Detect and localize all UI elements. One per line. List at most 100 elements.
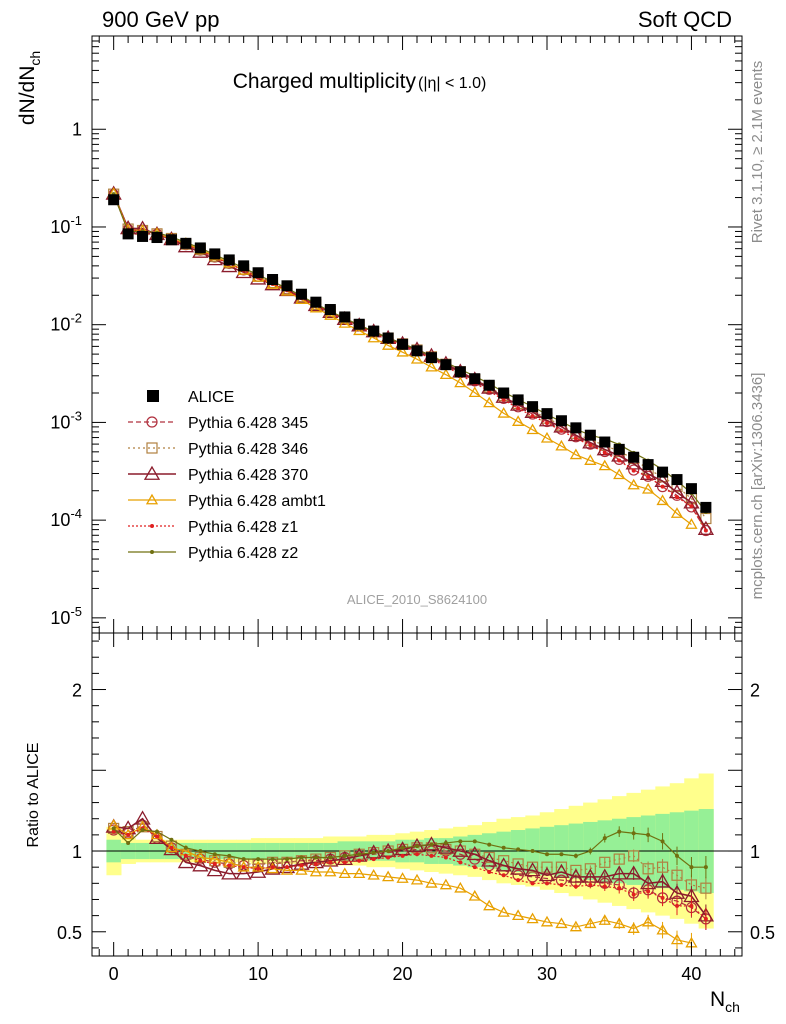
ratio-point <box>415 844 419 849</box>
ratio-point <box>328 860 333 865</box>
ratio-point <box>206 862 223 877</box>
alice-point <box>512 394 524 406</box>
ratio-point <box>140 828 145 833</box>
ratio-point <box>689 903 694 908</box>
ratio-line <box>113 827 707 920</box>
ratio-point <box>328 855 333 860</box>
alice-point <box>194 242 206 254</box>
ratio-point <box>602 884 607 889</box>
alice-point <box>339 311 351 323</box>
series-point <box>584 454 597 465</box>
ratio-point <box>703 865 708 870</box>
ratio-point <box>516 847 521 852</box>
series-point <box>627 478 640 490</box>
alice-point <box>555 415 567 427</box>
alice-point <box>267 274 279 286</box>
ratio-point <box>567 868 585 883</box>
series-point <box>526 423 539 435</box>
x-tick-label: 10 <box>248 964 268 984</box>
header-right: Soft QCD <box>638 7 732 32</box>
alice-point <box>252 267 264 279</box>
ratio-point <box>617 886 622 891</box>
series-point <box>670 507 684 518</box>
ratio-point <box>396 872 409 883</box>
header: 900 GeV pp Soft QCD <box>102 7 732 32</box>
y-tick-label-right: 0.5 <box>750 923 775 943</box>
series-point <box>468 386 481 398</box>
ratio-point <box>555 917 568 929</box>
ratio-point <box>270 865 275 870</box>
ratio-point <box>134 810 151 825</box>
alice-point <box>180 237 192 249</box>
y-tick-label-right: 2 <box>750 681 760 701</box>
alice-point <box>353 318 365 330</box>
ratio-point <box>660 895 665 900</box>
x-tick-label: 20 <box>393 964 413 984</box>
ratio-point <box>670 933 684 945</box>
y-tick-label: 10-2 <box>50 311 82 335</box>
alice-point <box>657 466 669 478</box>
ratio-point <box>439 878 453 890</box>
ratio-point <box>241 857 246 862</box>
ratio-point <box>386 849 391 854</box>
ratio-point <box>183 845 188 850</box>
ratio-point <box>472 865 477 870</box>
series-point <box>501 397 506 402</box>
ratio-point <box>177 854 195 869</box>
ratio-point <box>487 870 492 875</box>
y-tick-label: 10-3 <box>50 408 82 432</box>
ratio-point <box>251 860 265 872</box>
ratio-point <box>501 845 506 850</box>
series-point <box>631 468 636 473</box>
y-tick-label: 1 <box>72 119 82 139</box>
ratio-point <box>588 849 593 854</box>
ratio-point <box>497 906 510 917</box>
ratio-point <box>169 837 174 842</box>
ratio-point <box>357 852 362 857</box>
ratio-point <box>313 855 318 860</box>
series-point <box>483 396 496 408</box>
alice-point <box>454 366 466 378</box>
ratio-point <box>386 855 391 860</box>
x-tick-label: 30 <box>537 964 557 984</box>
plot-title-sub: (|η| < 1.0) <box>418 75 486 92</box>
ratio-point <box>443 855 448 860</box>
ratio-point <box>256 866 261 871</box>
x-tick-label: 0 <box>109 964 119 984</box>
series-point <box>588 443 593 448</box>
series-point <box>639 465 657 480</box>
ratio-point <box>126 832 131 837</box>
ratio-point <box>150 828 164 840</box>
y-tick-label-right: 1 <box>750 842 760 862</box>
ratio-point <box>285 865 289 870</box>
ratio-point <box>237 860 250 872</box>
alice-point <box>483 379 495 391</box>
ratio-point <box>617 829 622 834</box>
ratio-point <box>357 858 362 863</box>
alice-point <box>209 248 221 260</box>
y-tick-label: 1 <box>72 842 82 862</box>
ratio-point <box>309 865 323 877</box>
series-point <box>569 448 583 460</box>
series-point <box>660 484 665 489</box>
alice-point <box>469 373 481 385</box>
legend-label: Pythia 6.428 z2 <box>188 545 298 562</box>
series-point <box>567 426 585 442</box>
ratio-point <box>598 914 611 925</box>
alice-point <box>628 451 640 463</box>
series-point <box>396 345 409 357</box>
ylabel-main: dN/dNch <box>16 51 43 125</box>
ratio-point <box>689 865 694 870</box>
ratio-point <box>526 912 539 924</box>
y-tick-label: 10-4 <box>50 506 82 530</box>
series-point <box>367 331 380 343</box>
ratio-point <box>367 868 380 880</box>
ratio-line <box>113 824 692 944</box>
header-left: 900 GeV pp <box>102 7 219 32</box>
ratio-point <box>628 850 640 862</box>
xlabel: Nch <box>710 988 740 1015</box>
ratio-point <box>437 839 455 854</box>
series-point <box>685 518 698 529</box>
ratio-point <box>573 853 578 858</box>
ratio-line <box>113 824 707 920</box>
